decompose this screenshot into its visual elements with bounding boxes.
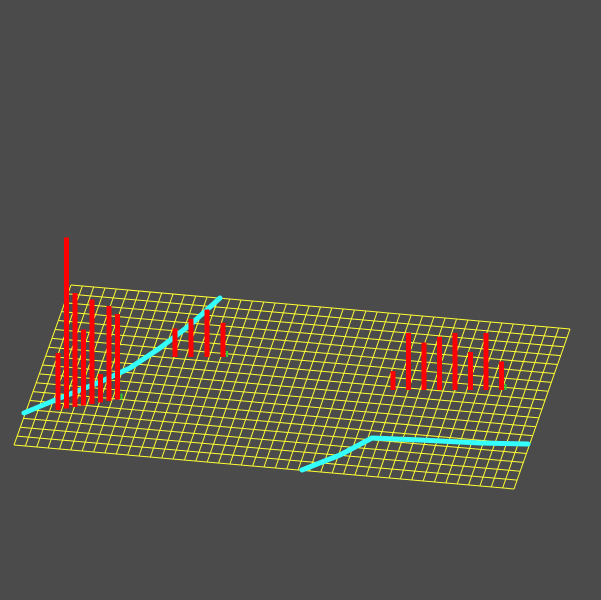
right-cluster-bar xyxy=(452,333,458,390)
middle-cluster-bar xyxy=(220,322,226,357)
grid-line-v xyxy=(58,320,558,366)
grid-line-v xyxy=(64,302,564,348)
grid-line-v xyxy=(26,408,527,454)
grid-line-v xyxy=(51,337,552,383)
left-cluster-bar xyxy=(98,374,103,403)
grid-line-v xyxy=(17,435,518,481)
middle-cluster-bar xyxy=(204,309,210,357)
left-cluster-bar xyxy=(81,329,86,406)
middle-cluster-accent-mark xyxy=(226,351,228,357)
left-cluster-accent-mark xyxy=(120,393,123,400)
cyan-path-2 xyxy=(299,435,531,473)
grid-line-v xyxy=(29,400,530,446)
left-cluster-bar xyxy=(89,299,95,404)
right-cluster-bar xyxy=(390,371,396,390)
grid-line-v xyxy=(61,311,561,357)
grid-line-v xyxy=(20,426,521,472)
grid-line-v xyxy=(23,417,524,463)
grid-line-v xyxy=(70,284,571,330)
right-cluster-bar xyxy=(406,333,411,390)
right-cluster-bar xyxy=(499,361,504,390)
grid-line-v xyxy=(48,346,549,392)
grid-line-v xyxy=(67,293,567,339)
right-cluster-bar xyxy=(437,336,442,390)
left-cluster-bar xyxy=(72,293,78,407)
bar-clusters xyxy=(55,237,507,410)
grid-line-v xyxy=(45,355,546,401)
right-cluster-accent-mark xyxy=(504,384,507,390)
left-cluster-bar xyxy=(64,237,69,409)
right-cluster-bar xyxy=(483,333,489,390)
grid-line-v xyxy=(13,444,515,490)
middle-cluster-bar xyxy=(188,319,194,357)
right-cluster-bar xyxy=(421,342,427,390)
left-cluster-bar xyxy=(106,306,112,401)
middle-cluster-bar xyxy=(172,328,178,357)
left-cluster-bar xyxy=(115,314,120,400)
right-cluster-bar xyxy=(468,352,473,390)
left-cluster-bar xyxy=(55,353,61,410)
grid-line-v xyxy=(39,373,539,419)
